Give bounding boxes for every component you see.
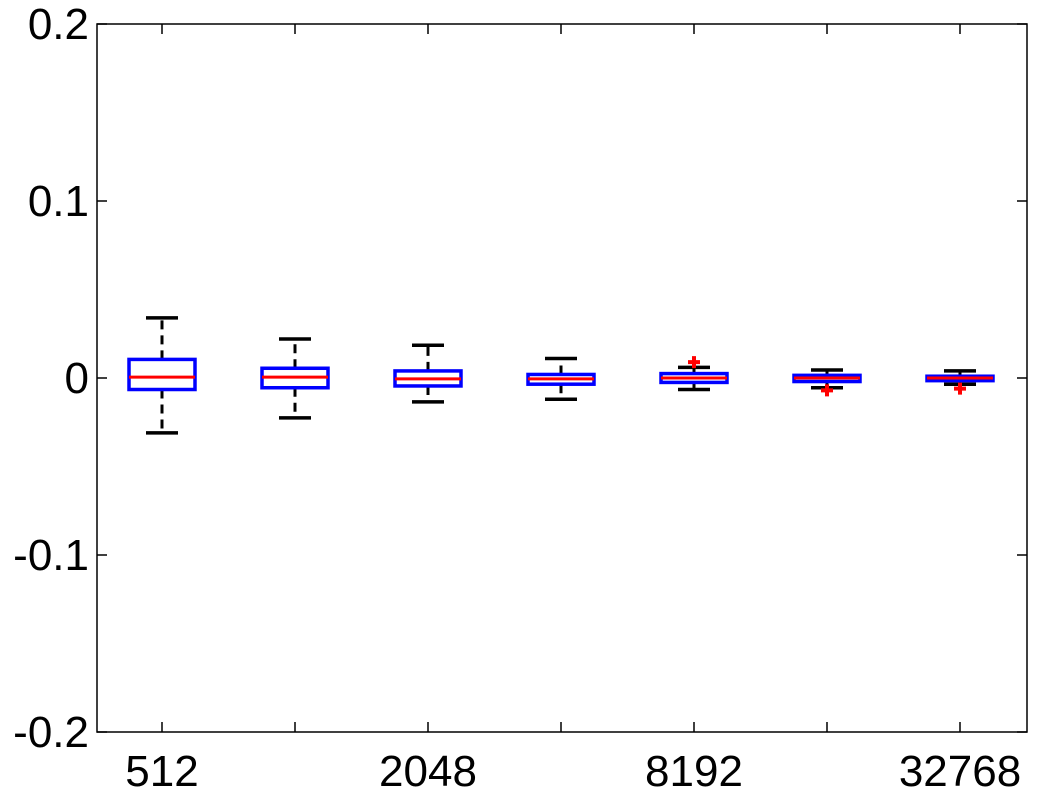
box-4096 — [526, 356, 596, 401]
box-8192 — [659, 356, 729, 392]
outlier-marker — [954, 382, 966, 395]
y-axis-ticks: -0.2 -0.1 0 0.1 0.2 — [13, 0, 1027, 757]
box-2048 — [393, 343, 463, 404]
iqr-box — [127, 357, 197, 392]
box-1024 — [260, 337, 330, 420]
x-tick-label: 32768 — [899, 747, 1021, 796]
outlier-marker — [821, 384, 833, 397]
y-tick-label: -0.2 — [13, 708, 89, 757]
box-512 — [127, 316, 197, 435]
x-tick-label: 2048 — [379, 747, 477, 796]
y-tick-label: 0 — [65, 354, 89, 403]
y-tick-label: 0.1 — [28, 177, 89, 226]
x-axis-ticks: 512 2048 8192 32768 — [125, 24, 1021, 796]
x-tick-label: 8192 — [645, 747, 743, 796]
outlier-marker — [688, 356, 700, 369]
y-tick-label: -0.1 — [13, 531, 89, 580]
box-series — [127, 316, 995, 435]
box-32768 — [925, 369, 995, 395]
x-tick-label: 512 — [125, 747, 198, 796]
y-tick-label: 0.2 — [28, 0, 89, 49]
box-16384 — [792, 368, 862, 397]
